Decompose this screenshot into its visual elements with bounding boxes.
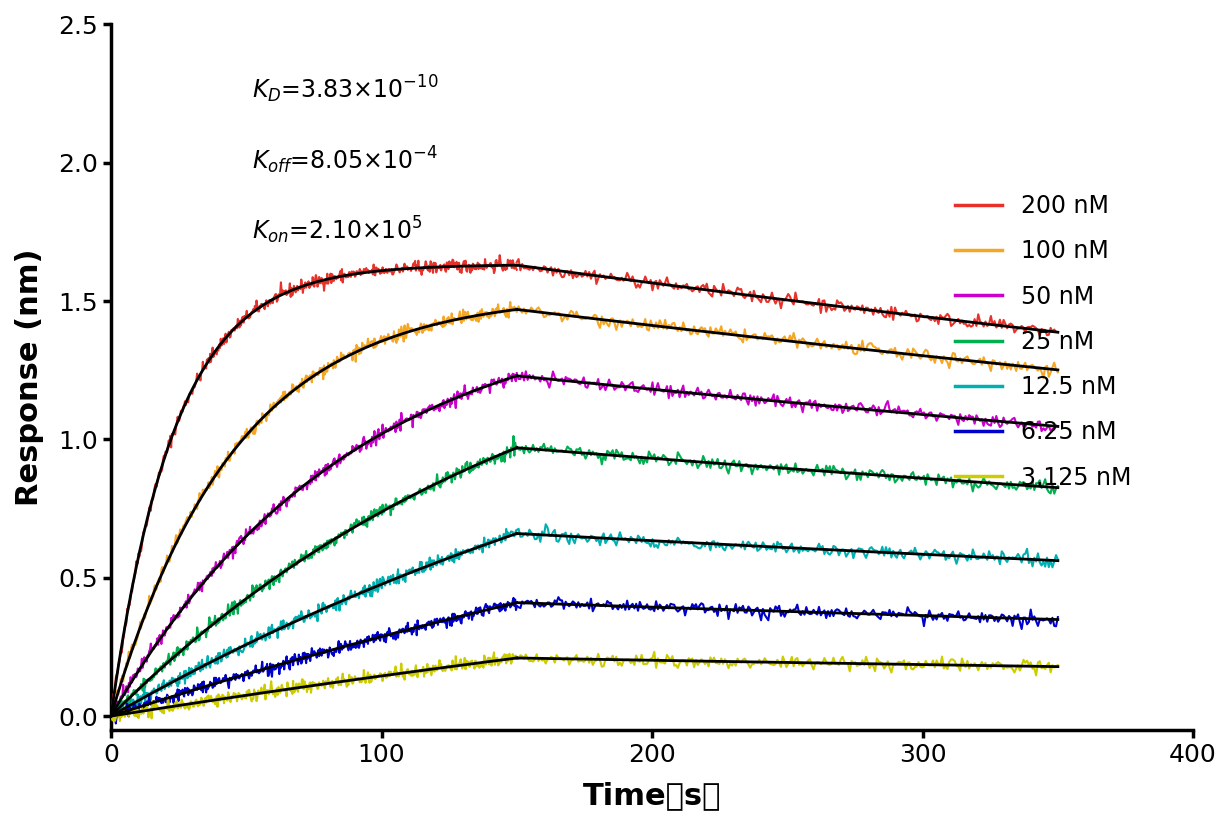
Legend: 200 nM, 100 nM, 50 nM, 25 nM, 12.5 nM, 6.25 nM, 3.125 nM: 200 nM, 100 nM, 50 nM, 25 nM, 12.5 nM, 6… [945, 185, 1141, 499]
Text: $K_{off}$=8.05×10$^{-4}$: $K_{off}$=8.05×10$^{-4}$ [251, 144, 437, 176]
Y-axis label: Response (nm): Response (nm) [15, 248, 44, 506]
Text: $K_{on}$=2.10×10$^{5}$: $K_{on}$=2.10×10$^{5}$ [251, 215, 421, 247]
Text: $K_D$=3.83×10$^{-10}$: $K_D$=3.83×10$^{-10}$ [251, 74, 439, 106]
X-axis label: Time（s）: Time（s） [583, 781, 721, 810]
